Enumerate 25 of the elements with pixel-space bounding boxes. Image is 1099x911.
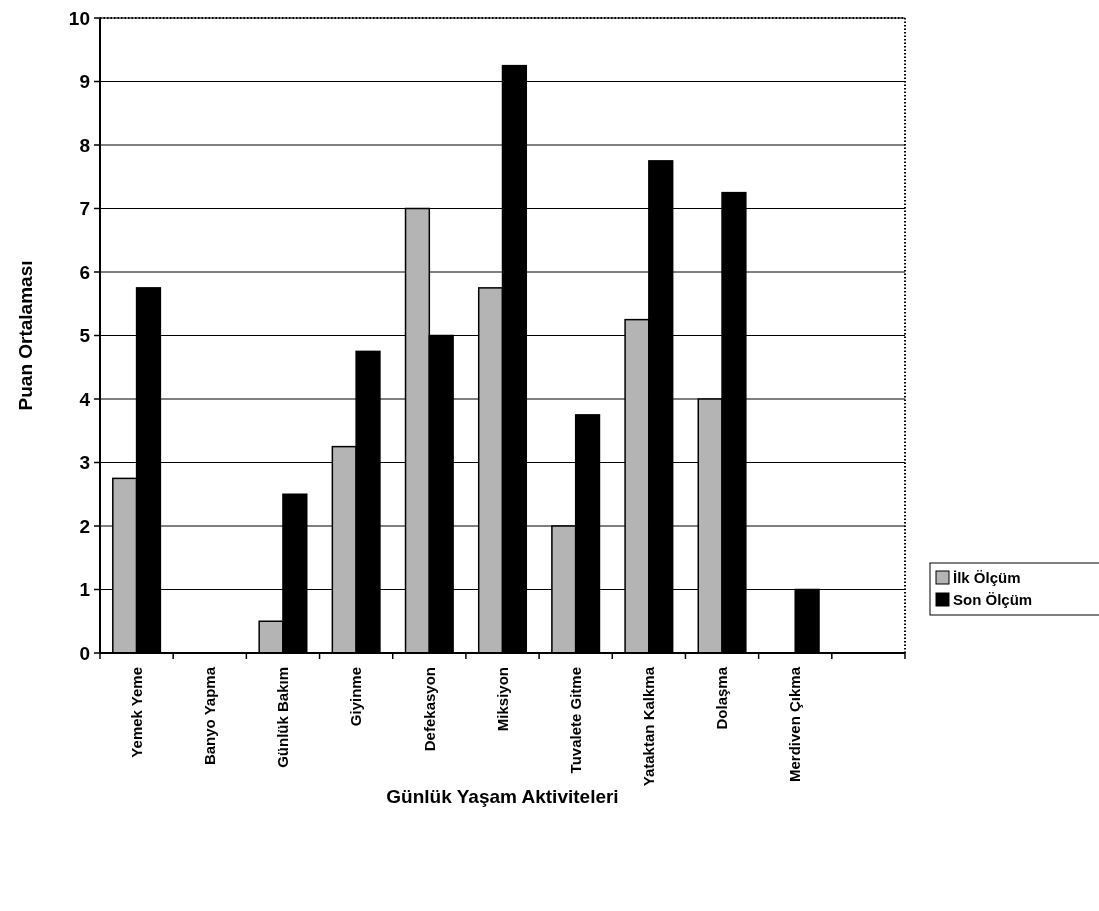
x-tick-label: Günlük Bakım <box>274 667 292 768</box>
x-tick-label: Yataktan Kalkma <box>640 666 658 787</box>
x-tick-label: Giyinme <box>347 667 365 727</box>
y-tick-label: 3 <box>79 452 90 474</box>
y-tick-label: 4 <box>79 388 91 410</box>
y-tick-label: 8 <box>79 134 90 156</box>
y-tick-label: 5 <box>79 325 91 347</box>
x-tick-label: Merdiven Çıkma <box>786 666 804 783</box>
x-tick-label: Miksiyon <box>493 667 511 732</box>
y-tick-label: 0 <box>79 642 90 664</box>
x-tick-label: Dolaşma <box>713 666 731 730</box>
x-tick-label: Banyo Yapma <box>201 666 219 766</box>
x-tick-label: Tuvalete Gitme <box>566 667 584 774</box>
y-tick-label: 1 <box>79 579 91 601</box>
x-axis-title: Günlük Yaşam Aktiviteleri <box>386 786 619 807</box>
y-tick-label: 9 <box>79 71 90 93</box>
y-axis-title: Puan Ortalaması <box>15 260 36 411</box>
legend-label: İlk Ölçüm <box>953 569 1021 587</box>
x-tick-label: Defekasyon <box>420 667 438 752</box>
legend-label: Son Ölçüm <box>953 591 1033 609</box>
x-tick-label: Yemek Yeme <box>127 667 145 758</box>
y-tick-label: 7 <box>79 198 90 220</box>
y-tick-label: 6 <box>79 261 90 283</box>
y-tick-label: 2 <box>79 515 90 537</box>
y-tick-label: 10 <box>68 7 90 29</box>
